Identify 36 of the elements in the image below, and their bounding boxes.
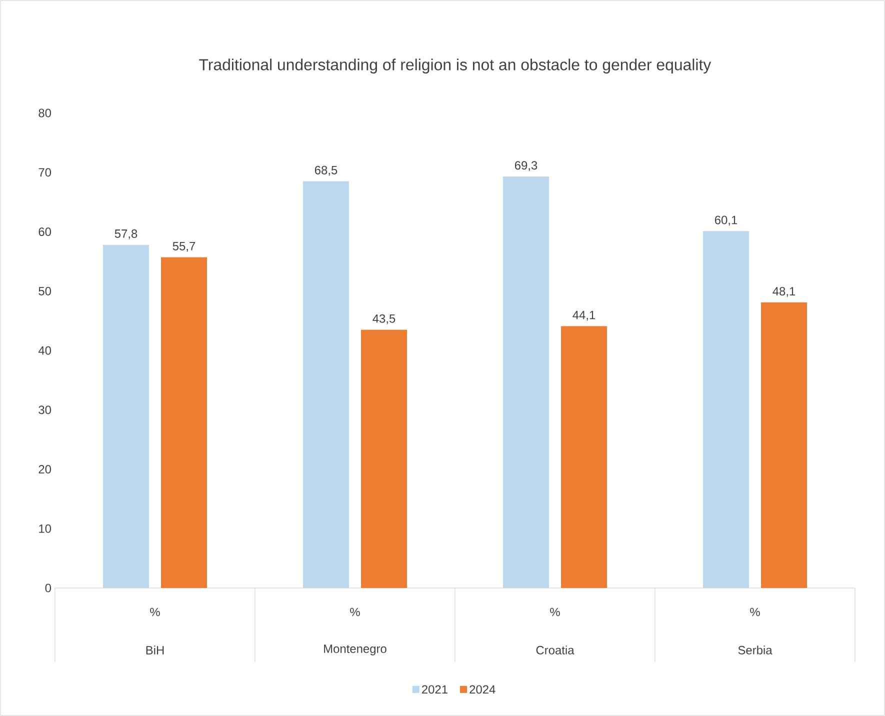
bar [761,302,808,588]
text: % [350,608,360,616]
bar [303,181,350,588]
y-tick-label: 0 [45,584,52,592]
y-tick-label: 70 [38,168,52,177]
x-tick-label: Serbia [738,646,772,654]
data-label: 43,5 [372,314,396,324]
data-label: 48,1 [772,287,796,297]
y-tick-label: 20 [38,465,52,474]
y-tick-label: 80 [38,108,52,118]
bar [703,231,750,588]
legend-label: 2024 [470,685,496,694]
text: % [550,608,560,616]
y-tick-label: 40 [38,346,52,355]
data-label: 44,1 [572,310,596,321]
x-tick-label: Croatia [536,646,574,654]
y-tick-label: 10 [39,524,52,533]
y-tick-label: 30 [38,406,52,414]
y-tick-label: 60 [38,228,52,236]
bar [561,326,608,588]
bar [361,330,408,588]
data-label: 55,7 [172,242,196,252]
chart-title: Traditional understanding of religion is not an obstacle to gender equality [199,58,712,74]
x-tick-label: BiH [146,646,164,654]
text: % [150,608,160,616]
bar [503,176,550,588]
data-label: 69,3 [514,161,538,172]
bar [161,257,207,588]
legend-label: 2021 [422,685,448,694]
data-label: 57,8 [114,229,138,240]
data-label: 68,5 [314,166,338,176]
text: % [750,608,760,616]
y-tick-label: 50 [38,286,52,296]
x-tick-label: Montenegro [324,644,386,656]
data-label: 60,1 [714,216,738,226]
bar [103,244,149,588]
